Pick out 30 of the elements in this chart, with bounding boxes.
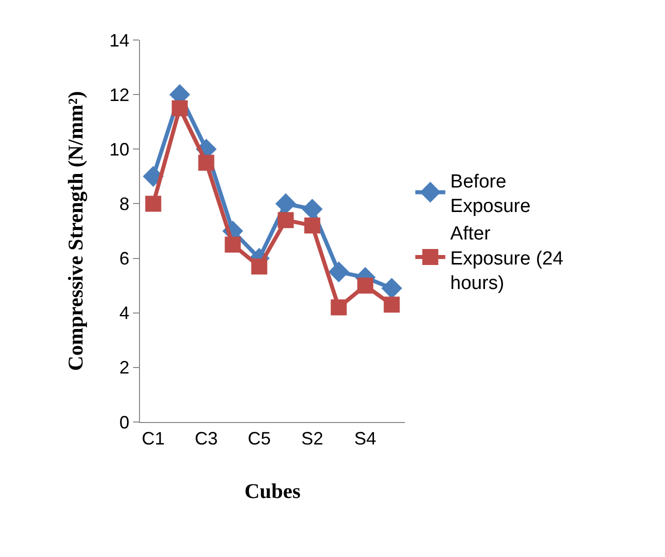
x-tick-label: C3 (194, 428, 218, 449)
y-tick-label: 14 (109, 30, 130, 50)
point (328, 262, 350, 282)
point (330, 299, 347, 316)
y-tick-label: 6 (119, 248, 130, 269)
legend-label: After Exposure (24 hours) (450, 224, 564, 294)
point (198, 154, 214, 171)
y-tick-label: 2 (119, 358, 130, 378)
y-tick-label: 4 (119, 303, 130, 324)
x-tick-label: C1 (142, 428, 165, 449)
point (251, 258, 268, 274)
point (381, 278, 402, 299)
x-tick-label: C5 (248, 428, 271, 449)
point (172, 100, 188, 116)
point (275, 193, 296, 214)
legend-label: Before Exposure (450, 171, 531, 217)
x-tick-label: S2 (301, 428, 324, 449)
point (145, 196, 162, 212)
y-tick-label: 10 (109, 139, 130, 160)
x-axis-title: Cubes (244, 478, 301, 503)
x-tick-label: S4 (354, 428, 376, 449)
point (278, 212, 294, 228)
point (224, 236, 241, 253)
point (384, 296, 400, 313)
y-tick-label: 0 (119, 412, 130, 432)
y-tick-label: 8 (119, 194, 130, 214)
y-tick-label: 12 (109, 84, 130, 105)
point (357, 278, 374, 294)
point (304, 218, 320, 234)
y-axis-title: Compressive Strength (N/mm²) (64, 91, 88, 371)
